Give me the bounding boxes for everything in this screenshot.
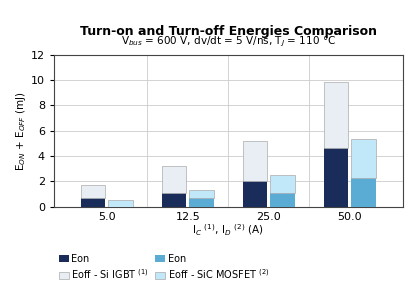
- Bar: [81, 199, 105, 207]
- Bar: [271, 193, 295, 207]
- Bar: [324, 82, 348, 148]
- Bar: [352, 178, 376, 207]
- Bar: [324, 148, 348, 207]
- Title: Turn-on and Turn-off Energies Comparison: Turn-on and Turn-off Energies Comparison: [80, 25, 377, 38]
- Bar: [81, 185, 105, 199]
- X-axis label: I$_C$ $^{(1)}$, I$_D$ $^{(2)}$ (A): I$_C$ $^{(1)}$, I$_D$ $^{(2)}$ (A): [193, 223, 264, 238]
- Bar: [271, 175, 295, 193]
- Bar: [162, 193, 186, 207]
- Y-axis label: E$_{ON}$ + E$_{OFF}$ (mJ): E$_{ON}$ + E$_{OFF}$ (mJ): [14, 91, 28, 171]
- Bar: [189, 199, 214, 207]
- Bar: [189, 190, 214, 199]
- Bar: [108, 200, 132, 207]
- Text: V$_{bus}$ = 600 V, dv/dt = 5 V/ns, T$_J$ = 110 °C: V$_{bus}$ = 600 V, dv/dt = 5 V/ns, T$_J$…: [121, 35, 336, 50]
- Bar: [243, 141, 267, 181]
- Bar: [162, 166, 186, 193]
- Legend: Eon, Eoff - Si IGBT $^{(1)}$, Eon, Eoff - SiC MOSFET $^{(2)}$: Eon, Eoff - Si IGBT $^{(1)}$, Eon, Eoff …: [59, 254, 270, 281]
- Bar: [352, 139, 376, 178]
- Bar: [243, 181, 267, 207]
